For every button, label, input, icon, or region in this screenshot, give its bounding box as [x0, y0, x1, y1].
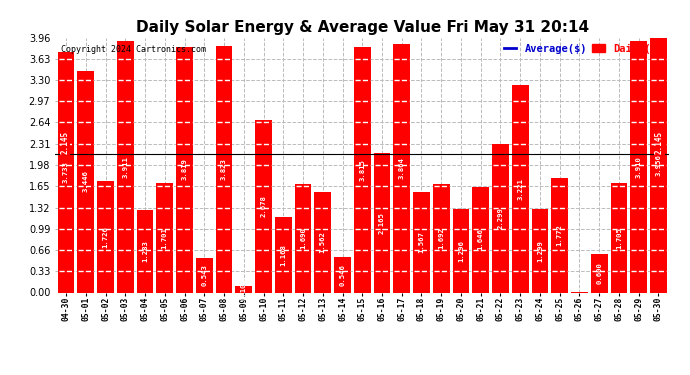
Text: 3.446: 3.446	[83, 171, 89, 192]
Text: 1.701: 1.701	[161, 227, 168, 249]
Text: 1.646: 1.646	[477, 229, 484, 251]
Text: 2.145: 2.145	[61, 131, 70, 154]
Text: 3.815: 3.815	[359, 159, 365, 181]
Text: 1.705: 1.705	[616, 226, 622, 249]
Bar	[413, 192, 430, 292]
Bar	[373, 153, 391, 292]
Text: 1.692: 1.692	[438, 227, 444, 249]
Bar	[433, 183, 450, 292]
Bar	[275, 217, 292, 292]
Bar	[551, 178, 568, 292]
Bar	[235, 286, 252, 292]
Bar	[650, 38, 667, 292]
Bar	[315, 192, 331, 292]
Bar	[453, 209, 469, 292]
Text: 2.678: 2.678	[261, 195, 266, 217]
Text: 1.283: 1.283	[142, 240, 148, 262]
Bar	[393, 44, 410, 292]
Text: 3.823: 3.823	[221, 159, 227, 180]
Bar	[591, 254, 608, 292]
Bar	[531, 209, 549, 292]
Bar	[137, 210, 153, 292]
Text: 2.145: 2.145	[655, 131, 664, 154]
Bar	[611, 183, 627, 292]
Bar	[196, 258, 213, 292]
Bar	[334, 257, 351, 292]
Text: 0.600: 0.600	[596, 262, 602, 284]
Text: 3.911: 3.911	[122, 156, 128, 177]
Bar	[354, 47, 371, 292]
Bar	[473, 186, 489, 292]
Bar	[295, 184, 311, 292]
Text: 0.543: 0.543	[201, 264, 207, 286]
Text: 1.296: 1.296	[458, 240, 464, 262]
Text: 3.819: 3.819	[181, 159, 188, 180]
Bar	[117, 40, 134, 292]
Text: 3.864: 3.864	[399, 157, 405, 179]
Bar	[255, 120, 272, 292]
Text: 2.165: 2.165	[379, 212, 385, 234]
Text: 1.567: 1.567	[419, 231, 424, 253]
Bar	[216, 46, 233, 292]
Text: 1.299: 1.299	[537, 240, 543, 262]
Text: 1.772: 1.772	[557, 225, 563, 246]
Legend: Average($), Daily($): Average($), Daily($)	[500, 40, 667, 58]
Text: 1.726: 1.726	[103, 226, 108, 248]
Text: 2.299: 2.299	[497, 207, 504, 230]
Bar	[58, 52, 75, 292]
Text: 0.546: 0.546	[339, 264, 346, 286]
Text: 3.733: 3.733	[63, 161, 69, 183]
Bar	[492, 144, 509, 292]
Text: 0.101: 0.101	[241, 278, 247, 300]
Text: 1.168: 1.168	[280, 244, 286, 266]
Text: 3.910: 3.910	[635, 156, 642, 177]
Title: Daily Solar Energy & Average Value Fri May 31 20:14: Daily Solar Energy & Average Value Fri M…	[136, 20, 589, 35]
Bar	[512, 85, 529, 292]
Bar	[97, 182, 114, 292]
Text: 3.956: 3.956	[656, 154, 662, 176]
Bar	[630, 41, 647, 292]
Bar	[176, 46, 193, 292]
Text: 1.562: 1.562	[319, 231, 326, 253]
Text: Copyright 2024 Cartronics.com: Copyright 2024 Cartronics.com	[61, 45, 206, 54]
Text: 3.221: 3.221	[518, 178, 523, 200]
Bar	[157, 183, 173, 292]
Text: 1.690: 1.690	[300, 227, 306, 249]
Bar	[77, 70, 95, 292]
